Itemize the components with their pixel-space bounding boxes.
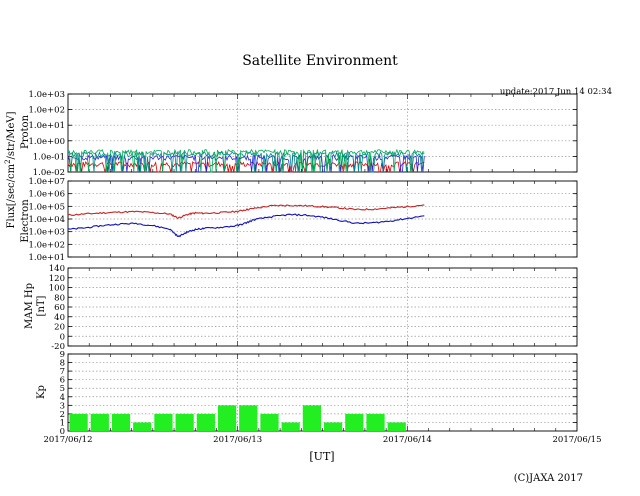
electron-axis-label: Electron [20, 199, 31, 243]
kp-ytick-label: 1 [60, 418, 65, 428]
flux-axis-label: Flux[/sec/cm2/str/MeV] [4, 111, 17, 228]
kp-bar [196, 413, 215, 431]
mam-ytick-label: 60 [54, 303, 65, 313]
kp-bar [111, 413, 131, 431]
kp-ytick-label: 3 [60, 401, 65, 411]
mam-ytick-label: -20 [51, 342, 65, 352]
x-tick-labels: 2017/06/12 2017/06/13 2017/06/14 2017/06/15 [44, 435, 602, 445]
electron-panel: 1.0e+01 1.0e+02 1.0e+03 1.0e+04 1.0e+05 1.0e+… [29, 177, 578, 263]
flux-label-part: Flux[/sec/cm [6, 163, 17, 228]
kp-bar [387, 422, 406, 431]
proton-series-proton-2 [67, 150, 425, 173]
mam-ytick-label: 100 [49, 284, 65, 294]
kp-bar [133, 422, 152, 431]
proton-series-proton-1 [67, 148, 425, 173]
proton-axis-label: Proton [20, 114, 31, 149]
mam-ytick-label: 80 [54, 293, 65, 303]
copyright-text: (C)JAXA 2017 [514, 473, 583, 484]
electron-ytick-label: 1.0e+05 [29, 202, 66, 212]
electron-ytick-label: 1.0e+02 [29, 240, 66, 250]
electron-frame [67, 180, 578, 258]
flux-label-part: /str/MeV] [6, 111, 17, 159]
kp-ytick-label: 8 [60, 359, 65, 369]
kp-ytick-label: 6 [60, 376, 65, 386]
kp-bar [90, 413, 109, 431]
electron-ytick-label: 1.0e+03 [29, 228, 66, 238]
mam-hp-unit-label: [nT] [36, 295, 47, 316]
electron-series-electron-high [67, 204, 425, 219]
kp-ytick-label: 4 [60, 393, 65, 403]
kp-ytick-label: 0 [60, 427, 65, 437]
x-tick-label: 2017/06/12 [44, 435, 93, 445]
kp-ytick-label: 5 [60, 384, 65, 394]
update-timestamp: update:2017 Jun 14 02:34 [500, 87, 612, 97]
x-tick-label: 2017/06/13 [213, 435, 262, 445]
proton-ytick-label: 1.0e-01 [33, 152, 65, 162]
proton-ytick-label: 1.0e+01 [29, 121, 66, 131]
proton-ytick-label: 1.0e+02 [29, 106, 66, 116]
proton-frame [67, 93, 578, 173]
kp-bar [69, 413, 88, 431]
electron-series-electron-low [67, 213, 425, 238]
mam-ytick-label: 20 [54, 323, 65, 333]
kp-bar [324, 422, 343, 431]
kp-bar [217, 405, 237, 431]
kp-axis-label: Kp [36, 385, 47, 399]
electron-ytick-label: 1.0e+01 [29, 253, 66, 263]
kp-bar [260, 413, 279, 431]
proton-series-proton-4 [67, 160, 425, 173]
electron-ytick-label: 1.0e+06 [29, 190, 66, 200]
kp-bar [302, 405, 321, 431]
x-tick-label: 2017/06/14 [383, 435, 432, 445]
mam-ytick-label: 140 [49, 264, 65, 274]
x-tick-label: 2017/06/15 [553, 435, 602, 445]
mam-frame [67, 267, 578, 347]
kp-bar [175, 413, 194, 431]
kp-frame [67, 353, 578, 432]
kp-bar [366, 413, 385, 431]
chart-title: Satellite Environment [242, 53, 398, 69]
kp-ytick-label: 7 [60, 367, 65, 377]
kp-bar [239, 405, 258, 431]
kp-bar [345, 413, 364, 431]
x-axis-label: [UT] [309, 450, 334, 463]
kp-bar [154, 413, 173, 431]
proton-series-proton-3 [67, 154, 425, 173]
kp-ytick-label: 9 [60, 350, 65, 360]
electron-ytick-label: 1.0e+04 [29, 215, 66, 225]
proton-ytick-label: 1.0e-02 [33, 168, 65, 178]
mam-ytick-label: 120 [49, 274, 65, 284]
mam-hp-axis-label: MAM Hp [24, 283, 35, 329]
proton-panel: 1.0e-02 1.0e-01 1.0e+00 1.0e+01 1.0e+02 1.0e+… [29, 90, 578, 178]
kp-bar [281, 422, 300, 431]
kp-ytick-label: 2 [60, 410, 65, 420]
electron-ytick-label: 1.0e+07 [29, 177, 66, 187]
flux-label-superscript: 2 [4, 159, 12, 163]
proton-ytick-label: 1.0e+03 [29, 90, 66, 100]
mam-ytick-label: 40 [54, 313, 65, 323]
proton-ytick-label: 1.0e+00 [29, 137, 66, 147]
mam-ytick-label: 0 [60, 332, 65, 342]
